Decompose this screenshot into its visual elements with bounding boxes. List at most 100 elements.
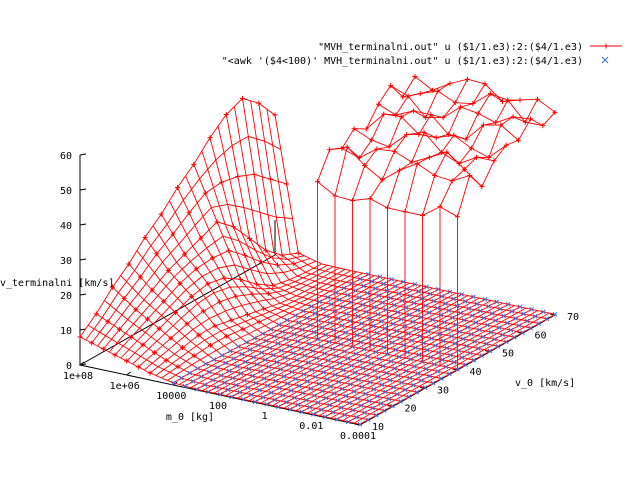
red-plus-marker (145, 316, 150, 322)
y-tick-label: 10 (372, 422, 384, 433)
plateau-plus-marker (528, 116, 534, 122)
blue-x-marker (411, 300, 417, 306)
blue-x-marker (260, 394, 266, 400)
red-plus-marker (295, 250, 301, 256)
blue-x-marker (299, 409, 305, 415)
blue-x-marker (370, 323, 376, 329)
blue-x-marker (312, 393, 317, 398)
blue-x-marker (423, 303, 428, 308)
blue-x-marker (277, 385, 282, 391)
blue-x-marker (170, 380, 176, 386)
blue-x-marker (214, 384, 219, 390)
blue-x-marker (276, 322, 282, 328)
red-plus-marker (198, 235, 204, 241)
blue-x-marker (422, 321, 427, 327)
plateau-plus-marker (449, 178, 455, 184)
blue-x-marker (264, 401, 270, 407)
red-plus-marker (275, 262, 280, 268)
red-plus-marker (170, 231, 176, 237)
blue-x-marker (462, 299, 468, 304)
blue-x-marker (463, 362, 468, 368)
blue-x-marker (338, 405, 344, 410)
blue-x-marker (421, 340, 426, 346)
red-plus-marker (184, 321, 190, 327)
blue-x-marker (288, 388, 294, 393)
blue-x-marker (393, 347, 398, 353)
blue-x-marker (467, 350, 473, 356)
blue-x-marker (268, 326, 274, 332)
blue-x-marker (295, 339, 301, 344)
blue-x-marker (495, 344, 501, 349)
blue-x-marker (378, 337, 383, 343)
blue-x-marker (394, 391, 400, 397)
blue-x-marker (480, 334, 486, 340)
red-plus-marker (191, 353, 197, 359)
blue-x-marker (364, 372, 370, 378)
plateau-plus-marker (461, 166, 467, 172)
blue-x-marker (436, 350, 442, 355)
blue-x-marker (304, 379, 310, 384)
surface-line-const-velocity (160, 213, 442, 379)
blue-x-marker (327, 402, 332, 408)
z-tick-label: 60 (60, 151, 72, 162)
blue-x-marker (376, 293, 382, 298)
plateau-plus-marker (388, 83, 394, 89)
blue-x-marker (280, 392, 286, 398)
blue-x-marker (384, 288, 390, 294)
red-plus-marker (175, 185, 180, 190)
legend-x-marker (601, 56, 609, 64)
plateau-plus-marker (444, 149, 450, 155)
blue-x-marker (368, 361, 374, 366)
blue-x-marker (345, 292, 350, 298)
blue-x-marker (473, 320, 479, 325)
blue-x-marker (386, 396, 392, 402)
blue-x-marker (470, 294, 476, 300)
x-tick-label: 100 (209, 401, 227, 412)
blue-x-marker (369, 342, 375, 348)
blue-x-marker (324, 376, 330, 382)
blue-x-marker (434, 305, 440, 311)
x-axis-title: m_0 [kg] (166, 412, 214, 423)
blue-x-marker (335, 316, 341, 321)
blue-x-marker (333, 353, 339, 359)
red-plus-marker (284, 181, 290, 187)
red-plus-marker (240, 326, 246, 332)
blue-x-marker (275, 404, 281, 410)
blue-x-marker (402, 387, 408, 393)
blue-x-marker (219, 353, 225, 358)
blue-x-marker (481, 315, 487, 321)
plateau-plus-marker (510, 114, 516, 120)
blue-x-marker (469, 313, 475, 318)
plateau-plus-marker (435, 88, 441, 94)
blue-x-marker (407, 375, 413, 381)
blue-x-marker (333, 290, 339, 295)
blue-x-marker (319, 325, 325, 330)
blue-x-marker (179, 375, 184, 381)
blue-x-marker (391, 302, 397, 308)
blue-x-marker (258, 369, 263, 374)
plateau-plus-marker (356, 155, 362, 161)
red-plus-marker (175, 364, 181, 370)
blue-x-marker (303, 334, 309, 340)
plateau-plus-marker (400, 94, 406, 100)
blue-x-marker (266, 364, 272, 370)
red-plus-marker (110, 284, 115, 290)
blue-x-marker (368, 297, 374, 303)
red-plus-marker (154, 251, 160, 257)
plateau-plus-marker (480, 122, 486, 128)
blue-x-marker (392, 366, 397, 371)
plateau-plus-marker (456, 161, 462, 167)
blue-x-marker (380, 300, 385, 305)
blue-x-marker (231, 356, 237, 361)
plateau-plus-marker (374, 146, 380, 152)
blue-x-marker (312, 311, 318, 316)
blue-x-marker (291, 331, 297, 337)
blue-x-marker (328, 301, 334, 307)
blue-x-marker (320, 388, 325, 394)
blue-x-marker (352, 306, 357, 312)
blue-x-marker (330, 409, 336, 415)
blue-x-marker (254, 361, 260, 367)
blue-x-marker (324, 313, 330, 319)
blue-x-marker (419, 378, 424, 383)
